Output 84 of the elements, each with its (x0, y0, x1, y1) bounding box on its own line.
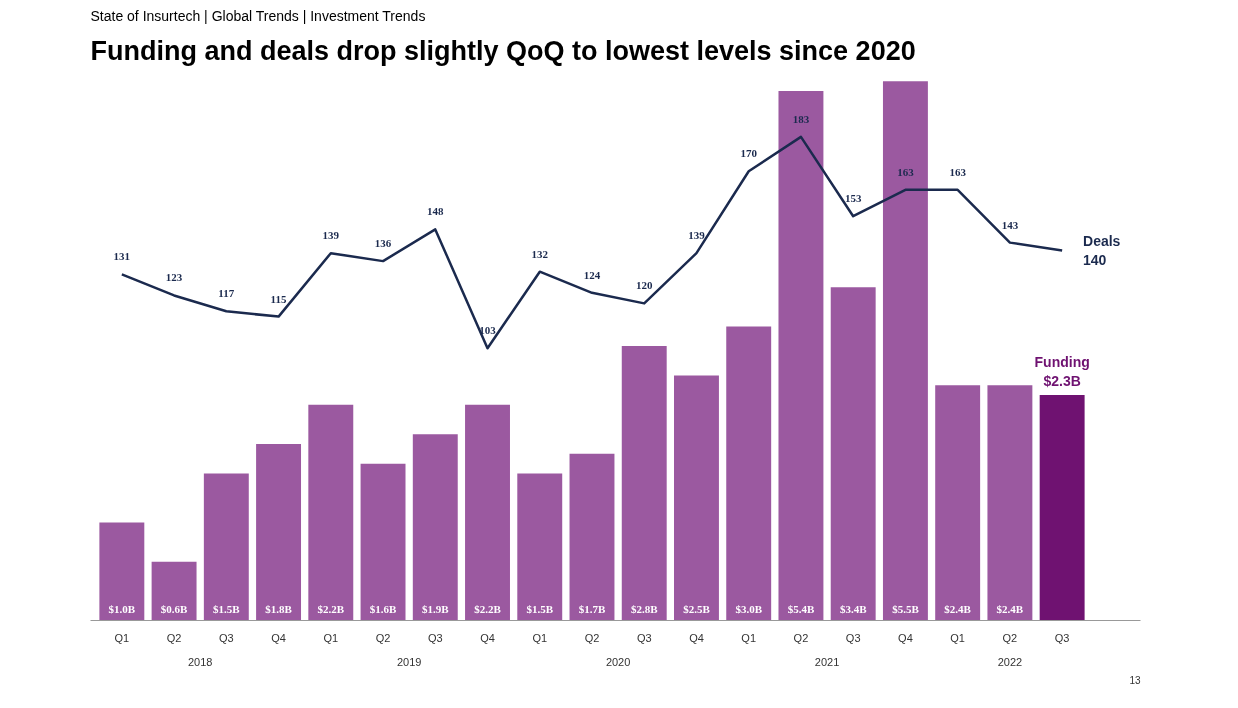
data-label: $1.5B (526, 602, 554, 615)
data-label: 163 (949, 165, 967, 178)
bar (674, 375, 719, 621)
data-label: 143 (1001, 218, 1019, 231)
x-tick-label: Q3 (845, 631, 861, 644)
data-label: 117 (218, 287, 235, 300)
bar (99, 522, 145, 621)
x-tick-label: Q3 (218, 631, 234, 644)
data-label: $2.2B (317, 602, 345, 615)
x-tick-label: Q1 (114, 631, 130, 644)
x-tick-label: Q2 (793, 631, 809, 644)
data-label: $0.6B (160, 602, 189, 615)
text: 2018 (187, 655, 213, 668)
data-label: $5.4B (787, 602, 815, 615)
x-tick-label: Q4 (480, 631, 495, 644)
bar (256, 444, 302, 621)
x-tick-label: Q2 (166, 631, 182, 644)
text: 13 (1129, 674, 1141, 686)
text: 2021 (814, 655, 840, 668)
data-label: $1.7B (578, 602, 606, 615)
data-label: 136 (374, 237, 392, 250)
x-tick-label: Q3 (1054, 631, 1070, 644)
data-label: 183 (792, 112, 810, 125)
bar (151, 561, 197, 621)
text: 2020 (605, 655, 631, 668)
data-label: $1.8B (265, 602, 293, 615)
bar (935, 385, 981, 621)
data-label: 132 (531, 247, 549, 260)
bar (360, 463, 406, 621)
bar (569, 453, 615, 621)
chart-title: Funding and deals drop slightly QoQ to lowest levels since 2020 (90, 35, 916, 66)
data-label: 170 (740, 147, 758, 160)
data-label: $1.9B (421, 602, 450, 615)
x-tick-label: Q4 (271, 631, 286, 644)
x-tick-label: Q1 (532, 631, 548, 644)
bar (517, 473, 563, 621)
data-label: 139 (322, 229, 340, 242)
x-tick-label: Q3 (636, 631, 652, 644)
data-label: 120 (635, 279, 653, 292)
x-tick-label: Q2 (1002, 631, 1018, 644)
chart-subtitle: State of Insurtech | Global Trends | Investment Trends (90, 7, 426, 24)
bar (1039, 395, 1085, 621)
data-label: 148 (427, 205, 445, 218)
data-label: 131 (113, 250, 131, 263)
data-label: 124 (583, 268, 601, 281)
data-label: 103 (479, 324, 497, 337)
data-label: $2.8B (630, 602, 659, 615)
bar (778, 91, 824, 621)
data-label: 163 (897, 165, 915, 178)
data-label: $2.2B (474, 602, 502, 615)
bar (830, 287, 876, 621)
text: 2019 (396, 655, 422, 668)
data-label: 139 (688, 229, 706, 242)
data-label: $1.0B (108, 602, 136, 615)
x-tick-label: Q2 (584, 631, 600, 644)
bar (621, 345, 667, 621)
x-tick-label: Q3 (427, 631, 443, 644)
x-tick-label: Q4 (689, 631, 704, 644)
x-tick-label: Q1 (950, 631, 966, 644)
x-tick-label: Q4 (898, 631, 913, 644)
x-tick-label: Q2 (375, 631, 391, 644)
data-label: 123 (165, 271, 183, 284)
data-label: 153 (844, 192, 862, 205)
x-tick-label: Q1 (323, 631, 339, 644)
data-label: $2.5B (683, 602, 711, 615)
data-label: $3.0B (735, 602, 763, 615)
bar (726, 326, 772, 621)
data-label: $1.6B (369, 602, 397, 615)
bar (465, 404, 510, 621)
bar (882, 81, 928, 621)
bar (412, 434, 458, 621)
annotation: Funding $2.3B (1034, 353, 1090, 390)
data-label: $2.4B (996, 602, 1024, 615)
x-tick-label: Q1 (741, 631, 757, 644)
data-label: $3.4B (839, 602, 868, 615)
data-label: 115 (270, 292, 288, 305)
data-label: $2.4B (944, 602, 972, 615)
text: 2022 (997, 655, 1023, 668)
bar (987, 385, 1033, 621)
bar (203, 473, 249, 621)
annotation: Deals 140 (1083, 232, 1121, 269)
bar (308, 404, 354, 621)
data-label: $5.5B (892, 602, 920, 615)
data-label: $1.5B (213, 602, 241, 615)
